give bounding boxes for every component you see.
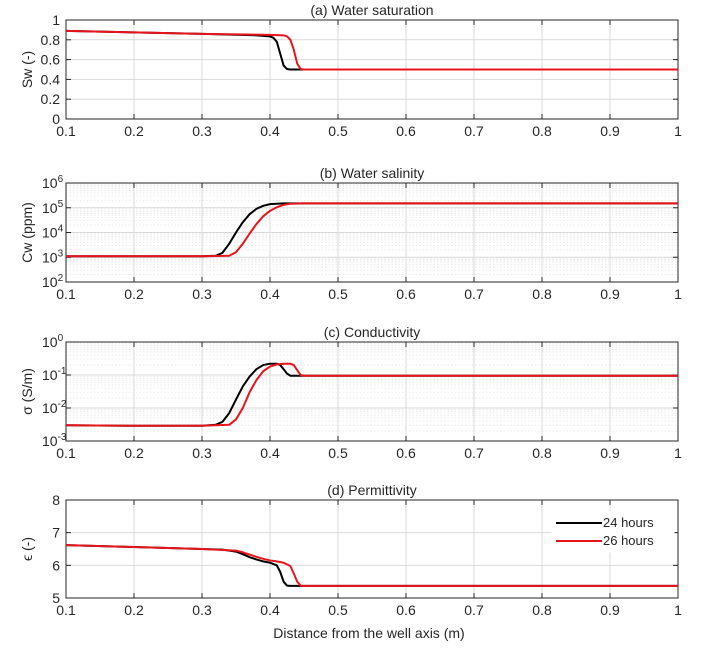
y-tick-label: 1	[52, 12, 60, 28]
y-tick-label: 10-1	[42, 366, 67, 383]
x-tick-label: 1	[674, 445, 682, 461]
x-tick-label: 0.8	[532, 123, 552, 139]
x-tick-label: 1	[674, 286, 682, 302]
x-axis-label: Distance from the well axis (m)	[273, 625, 464, 641]
y-tick-label: 6	[52, 557, 60, 573]
x-tick-label: 0.4	[260, 123, 280, 139]
legend-label: 26 hours	[603, 533, 654, 548]
x-tick-label: 0.6	[396, 602, 416, 618]
y-tick-label: 106	[42, 174, 64, 191]
x-tick-label: 0.9	[600, 445, 620, 461]
x-tick-label: 0.2	[124, 445, 144, 461]
series-line-26-hours	[66, 202, 678, 258]
x-tick-label: 0.5	[328, 445, 348, 461]
x-tick-label: 0.1	[56, 286, 76, 302]
y-axis-label: ϵ (-)	[19, 537, 35, 561]
y-axis-label: Cw (ppm)	[19, 202, 35, 263]
y-tick-label: 105	[42, 199, 64, 216]
series-line-26-hours	[65, 29, 678, 71]
y-tick-label: 0.4	[41, 71, 61, 87]
x-tick-label: 0.6	[396, 123, 416, 139]
x-tick-label: 0.7	[464, 123, 484, 139]
x-tick-label: 0.3	[192, 123, 212, 139]
y-axis-label: Sw (-)	[19, 51, 35, 88]
y-tick-label: 8	[52, 492, 60, 508]
x-tick-label: 0.6	[396, 445, 416, 461]
legend-box	[551, 511, 675, 553]
series-line-24-hours	[65, 362, 678, 427]
y-tick-label: 0.2	[41, 91, 61, 107]
x-tick-label: 1	[674, 602, 682, 618]
y-tick-label: 7	[52, 525, 60, 541]
x-tick-label: 0.1	[56, 123, 76, 139]
x-tick-label: 0.8	[532, 286, 552, 302]
x-tick-label: 0.5	[328, 286, 348, 302]
x-tick-label: 0.8	[532, 602, 552, 618]
axes-box	[65, 499, 679, 599]
legend: 24 hours 26 hours	[551, 511, 675, 553]
x-tick-label: 0.7	[464, 286, 484, 302]
chart-panel-1: 0.1 0.2 0.3 0.4 0.5 0.6 0.7 0.8 0.9 1 0 0.2 0.4 0.6 0.…	[19, 2, 682, 139]
y-tick-label: 100	[42, 333, 64, 350]
x-tick-label: 0.2	[124, 602, 144, 618]
x-tick-label: 1	[674, 123, 682, 139]
x-tick-label: 0.7	[464, 445, 484, 461]
x-tick-label: 0.9	[600, 286, 620, 302]
series-line-26-hours	[65, 362, 678, 427]
x-tick-label: 0.2	[124, 123, 144, 139]
x-tick-label: 0.1	[56, 445, 76, 461]
chart-panel-2: 0.1 0.2 0.3 0.4 0.5 0.6 0.7 0.8 0.9 1102103104105…	[19, 165, 682, 302]
series-line-24-hours	[65, 29, 678, 71]
y-tick-label: 104	[42, 224, 64, 241]
y-tick-label: 5	[52, 590, 60, 606]
x-tick-label: 0.5	[328, 602, 348, 618]
panel-title: (a) Water saturation	[310, 2, 433, 18]
x-tick-label: 0.5	[328, 123, 348, 139]
y-tick-label: 103	[42, 248, 64, 265]
chart-panel-3: 0.1 0.2 0.3 0.4 0.5 0.6 0.7 0.8 0.9 110-310-210-1…	[19, 324, 682, 461]
x-tick-label: 0.3	[192, 602, 212, 618]
y-tick-label: 0	[52, 111, 60, 127]
chart-panel-4: 0.1 0.2 0.3 0.4 0.5 0.6 0.7 0.8 0.9 1 5 6 7 8 (d) Perm…	[19, 482, 682, 618]
panel-title: (b) Water salinity	[320, 165, 425, 181]
x-tick-label: 0.4	[260, 286, 280, 302]
x-tick-label: 0.1	[56, 602, 76, 618]
panel-title: (d) Permittivity	[327, 482, 416, 498]
x-tick-label: 0.8	[532, 445, 552, 461]
x-tick-label: 0.9	[600, 123, 620, 139]
x-tick-label: 0.2	[124, 286, 144, 302]
x-tick-label: 0.6	[396, 286, 416, 302]
y-tick-label: 10-2	[42, 399, 67, 416]
series-line-26-hours	[65, 544, 678, 587]
x-tick-label: 0.4	[260, 445, 280, 461]
x-tick-label: 0.7	[464, 602, 484, 618]
x-tick-label: 0.3	[192, 445, 212, 461]
panel-title: (c) Conductivity	[324, 324, 420, 340]
y-axis-label: σ (S/m)	[19, 368, 35, 415]
legend-label: 24 hours	[603, 515, 654, 530]
y-tick-label: 0.6	[41, 52, 61, 68]
x-tick-label: 0.4	[260, 602, 280, 618]
axes-box	[65, 341, 679, 442]
x-tick-label: 0.3	[192, 286, 212, 302]
y-tick-label: 0.8	[41, 32, 61, 48]
x-tick-label: 0.9	[600, 602, 620, 618]
